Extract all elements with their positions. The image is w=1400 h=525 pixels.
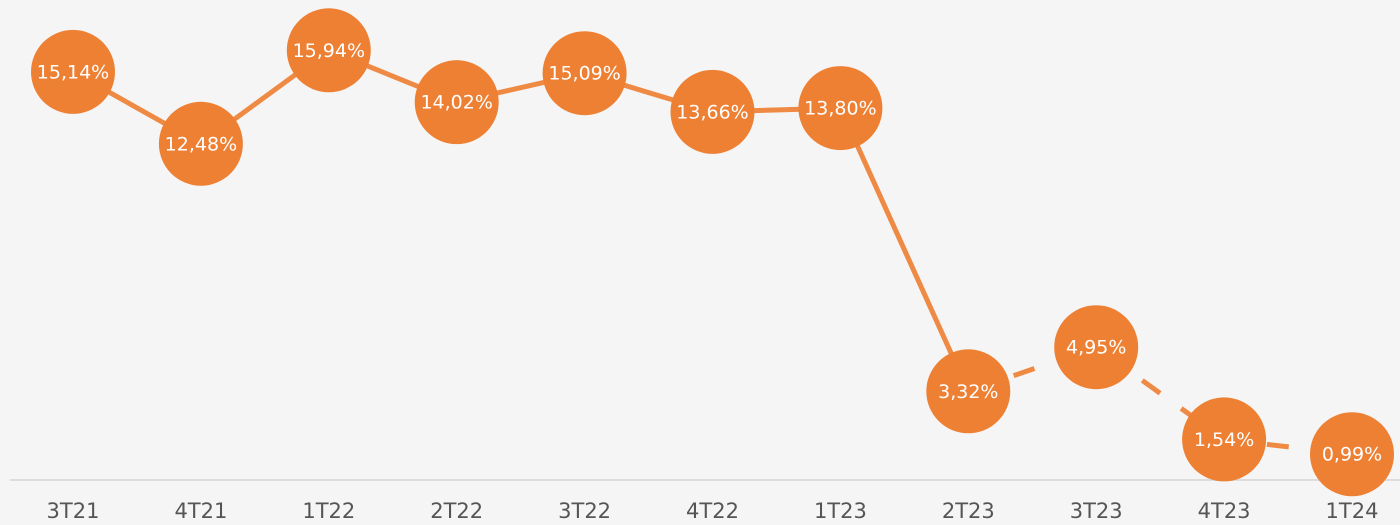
x-tick-label: 1T22 <box>302 499 355 523</box>
x-tick-label: 4T23 <box>1198 499 1251 523</box>
dashed-line <box>967 344 1353 457</box>
value-label: 0,99% <box>1322 444 1382 466</box>
value-label: 15,09% <box>548 63 620 85</box>
point <box>1054 305 1139 390</box>
value-label: 4,95% <box>1066 337 1126 359</box>
x-tick-label: 4T21 <box>174 499 227 523</box>
value-label: 14,02% <box>420 92 492 114</box>
point <box>670 69 755 154</box>
value-label: 15,94% <box>293 40 365 62</box>
x-tick-label: 1T24 <box>1326 499 1379 523</box>
point <box>542 31 627 116</box>
value-label: 12,48% <box>165 133 237 155</box>
point <box>1310 412 1394 497</box>
x-tick-label: 3T22 <box>558 499 611 523</box>
point <box>1182 397 1267 482</box>
point <box>158 101 243 186</box>
x-tick-label: 2T22 <box>430 499 483 523</box>
point <box>414 60 499 145</box>
value-label: 13,66% <box>676 101 748 123</box>
x-tick-label: 3T23 <box>1070 499 1123 523</box>
x-tick-label: 1T23 <box>814 499 867 523</box>
value-label: 3,32% <box>938 381 998 403</box>
value-label: 13,80% <box>804 98 876 120</box>
point <box>286 8 371 93</box>
value-label: 15,14% <box>37 61 109 83</box>
point <box>31 29 115 114</box>
x-tick-label: 2T23 <box>942 499 995 523</box>
point <box>926 349 1011 434</box>
point <box>798 66 883 151</box>
x-tick-label: 4T22 <box>686 499 739 523</box>
value-label: 1,54% <box>1194 429 1254 451</box>
x-tick-label: 3T21 <box>47 499 100 523</box>
